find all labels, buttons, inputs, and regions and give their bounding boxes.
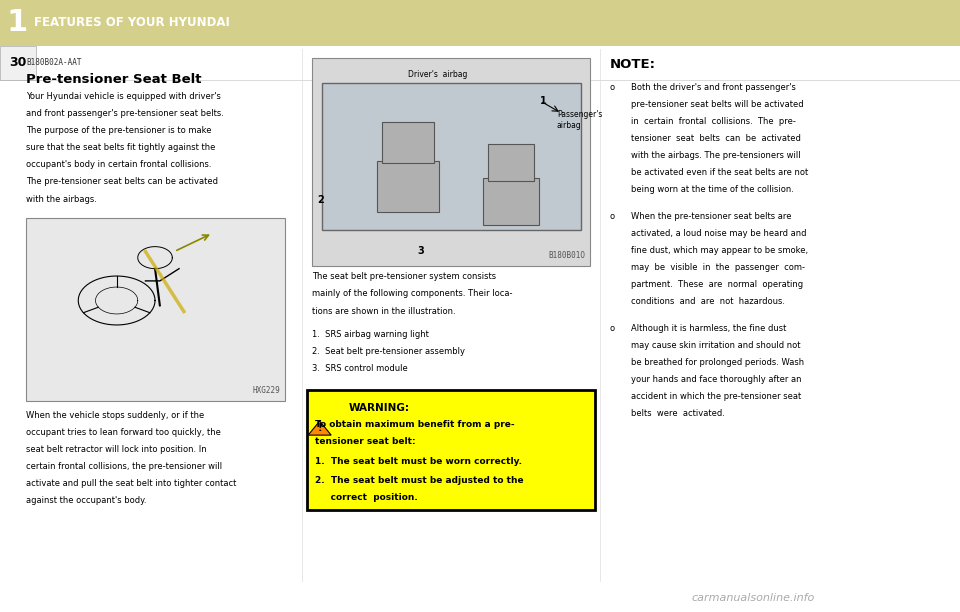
Text: carmanualsonline.info: carmanualsonline.info: [691, 593, 814, 603]
Text: seat belt retractor will lock into position. In: seat belt retractor will lock into posit…: [26, 445, 206, 454]
Text: being worn at the time of the collision.: being worn at the time of the collision.: [631, 185, 794, 195]
Text: 2.  Seat belt pre-tensioner assembly: 2. Seat belt pre-tensioner assembly: [312, 347, 465, 356]
Text: When the vehicle stops suddenly, or if the: When the vehicle stops suddenly, or if t…: [26, 411, 204, 420]
FancyBboxPatch shape: [382, 122, 434, 163]
FancyBboxPatch shape: [488, 144, 534, 181]
Text: occupant tries to lean forward too quickly, the: occupant tries to lean forward too quick…: [26, 428, 221, 437]
Text: The pre-tensioner seat belts can be activated: The pre-tensioner seat belts can be acti…: [26, 177, 218, 187]
Text: The seat belt pre-tensioner system consists: The seat belt pre-tensioner system consi…: [312, 272, 496, 282]
Text: B180B02A-AAT: B180B02A-AAT: [26, 58, 82, 67]
FancyBboxPatch shape: [312, 58, 590, 266]
Text: FEATURES OF YOUR HYUNDAI: FEATURES OF YOUR HYUNDAI: [34, 17, 229, 29]
Polygon shape: [308, 421, 331, 435]
Text: To obtain maximum benefit from a pre-: To obtain maximum benefit from a pre-: [315, 420, 515, 429]
FancyBboxPatch shape: [377, 161, 439, 212]
Text: Although it is harmless, the fine dust: Although it is harmless, the fine dust: [631, 324, 786, 333]
Text: correct  position.: correct position.: [315, 493, 418, 502]
Text: fine dust, which may appear to be smoke,: fine dust, which may appear to be smoke,: [631, 246, 808, 255]
Text: accident in which the pre-tensioner seat: accident in which the pre-tensioner seat: [631, 392, 801, 401]
FancyBboxPatch shape: [307, 390, 595, 510]
FancyBboxPatch shape: [0, 46, 36, 80]
Text: 3.  SRS control module: 3. SRS control module: [312, 364, 408, 373]
Text: !: !: [318, 423, 322, 433]
Text: occupant's body in certain frontal collisions.: occupant's body in certain frontal colli…: [26, 160, 211, 170]
Text: belts  were  activated.: belts were activated.: [631, 409, 725, 419]
Text: may  be  visible  in  the  passenger  com-: may be visible in the passenger com-: [631, 263, 804, 272]
Text: When the pre-tensioner seat belts are: When the pre-tensioner seat belts are: [631, 212, 791, 221]
Text: mainly of the following components. Their loca-: mainly of the following components. Thei…: [312, 289, 513, 299]
Text: and front passenger's pre-tensioner seat belts.: and front passenger's pre-tensioner seat…: [26, 109, 224, 118]
Text: o: o: [610, 83, 614, 92]
Text: 2: 2: [317, 195, 324, 204]
Text: pre-tensioner seat belts will be activated: pre-tensioner seat belts will be activat…: [631, 100, 804, 109]
Text: 1: 1: [7, 9, 28, 37]
Text: Your Hyundai vehicle is equipped with driver's: Your Hyundai vehicle is equipped with dr…: [26, 92, 221, 101]
Text: o: o: [610, 212, 614, 221]
Text: WARNING:: WARNING:: [348, 403, 410, 412]
Text: with the airbags.: with the airbags.: [26, 195, 97, 204]
Text: 1.  SRS airbag warning light: 1. SRS airbag warning light: [312, 330, 429, 339]
Text: 30: 30: [10, 56, 27, 69]
Text: sure that the seat belts fit tightly against the: sure that the seat belts fit tightly aga…: [26, 143, 215, 152]
Text: 3: 3: [418, 246, 424, 256]
Text: B180B01O: B180B01O: [548, 251, 586, 260]
Text: 1.  The seat belt must be worn correctly.: 1. The seat belt must be worn correctly.: [315, 457, 522, 466]
Text: tensioner seat belt:: tensioner seat belt:: [315, 437, 416, 446]
Text: may cause skin irritation and should not: may cause skin irritation and should not: [631, 341, 801, 350]
FancyBboxPatch shape: [26, 218, 285, 401]
Text: Pre-tensioner Seat Belt: Pre-tensioner Seat Belt: [26, 73, 202, 86]
Text: Passenger's
airbag: Passenger's airbag: [557, 110, 602, 130]
FancyBboxPatch shape: [0, 0, 960, 46]
Text: certain frontal collisions, the pre-tensioner will: certain frontal collisions, the pre-tens…: [26, 462, 222, 471]
FancyBboxPatch shape: [483, 178, 539, 225]
Text: with the airbags. The pre-tensioners will: with the airbags. The pre-tensioners wil…: [631, 151, 801, 160]
Text: tions are shown in the illustration.: tions are shown in the illustration.: [312, 307, 456, 316]
Text: The purpose of the pre-tensioner is to make: The purpose of the pre-tensioner is to m…: [26, 126, 211, 135]
Text: Both the driver's and front passenger's: Both the driver's and front passenger's: [631, 83, 796, 92]
Text: HXG229: HXG229: [252, 386, 280, 395]
Text: in  certain  frontal  collisions.  The  pre-: in certain frontal collisions. The pre-: [631, 117, 796, 126]
Text: be activated even if the seat belts are not: be activated even if the seat belts are …: [631, 168, 808, 177]
Text: 1: 1: [540, 96, 547, 106]
Text: activate and pull the seat belt into tighter contact: activate and pull the seat belt into tig…: [26, 479, 236, 488]
FancyBboxPatch shape: [322, 83, 581, 230]
Text: 2.  The seat belt must be adjusted to the: 2. The seat belt must be adjusted to the: [315, 476, 523, 485]
Text: tensioner  seat  belts  can  be  activated: tensioner seat belts can be activated: [631, 134, 801, 143]
Text: o: o: [610, 324, 614, 333]
Text: your hands and face thoroughly after an: your hands and face thoroughly after an: [631, 375, 802, 384]
Text: NOTE:: NOTE:: [610, 58, 656, 71]
Text: Driver's  airbag: Driver's airbag: [408, 70, 467, 80]
Text: against the occupant's body.: against the occupant's body.: [26, 496, 147, 506]
Text: conditions  and  are  not  hazardous.: conditions and are not hazardous.: [631, 297, 784, 307]
Text: partment.  These  are  normal  operating: partment. These are normal operating: [631, 280, 803, 289]
Text: be breathed for prolonged periods. Wash: be breathed for prolonged periods. Wash: [631, 358, 804, 367]
Text: activated, a loud noise may be heard and: activated, a loud noise may be heard and: [631, 229, 806, 238]
